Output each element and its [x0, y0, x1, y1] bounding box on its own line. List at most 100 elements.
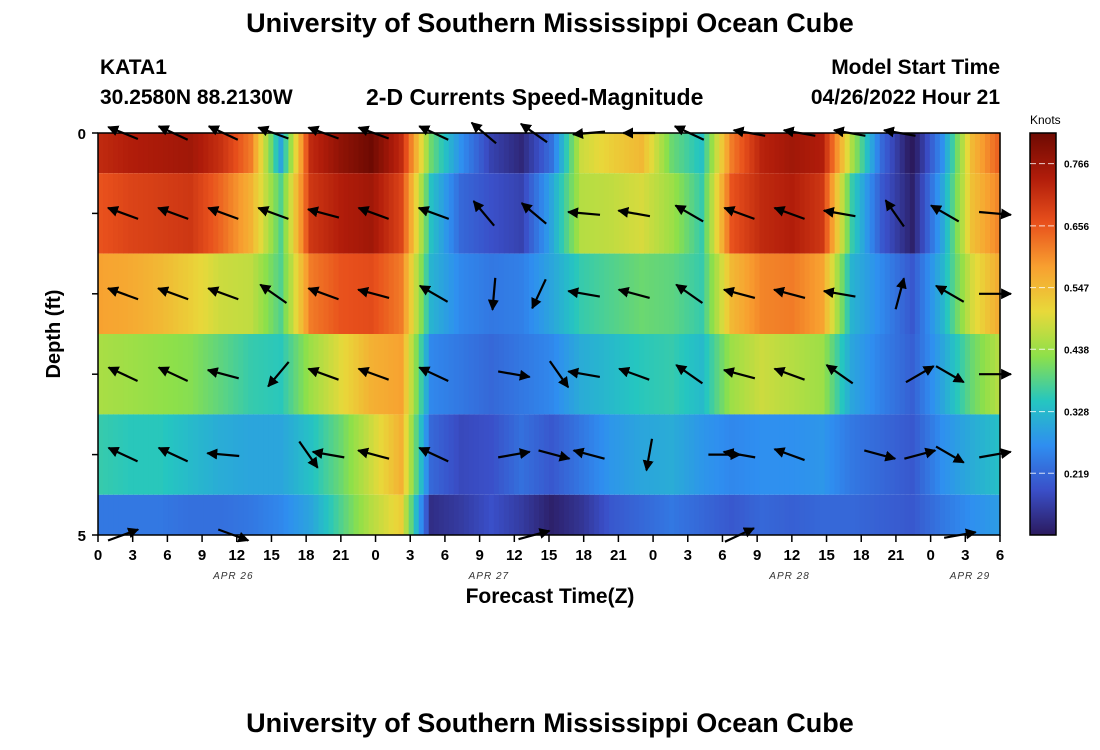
heatmap-cell: [258, 133, 264, 174]
heatmap-cell: [273, 334, 279, 415]
heatmap-cell: [724, 133, 730, 174]
colorbar-units: Knots: [1030, 113, 1061, 127]
heatmap-cell: [98, 414, 104, 495]
heatmap-cell: [904, 494, 911, 535]
heatmap-cell: [408, 133, 415, 174]
heatmap-cell: [183, 414, 189, 495]
heatmap-cell: [614, 414, 620, 495]
heatmap-cell: [659, 253, 665, 334]
heatmap-cell: [659, 133, 665, 174]
heatmap-cell: [809, 253, 816, 334]
heatmap-cell: [889, 253, 896, 334]
current-vector: [723, 206, 755, 220]
heatmap-cell: [153, 133, 159, 174]
heatmap-cell: [689, 133, 695, 174]
heatmap-cell: [403, 133, 410, 174]
heatmap-cell: [554, 334, 560, 415]
heatmap-cell: [844, 334, 851, 415]
heatmap-cell: [418, 494, 425, 535]
y-tick-label: 0: [78, 126, 86, 143]
heatmap-cell: [969, 133, 976, 174]
heatmap-cell: [839, 494, 846, 535]
heatmap-cell: [508, 494, 515, 535]
heatmap-cell: [488, 133, 495, 174]
heatmap-cell: [283, 494, 290, 535]
heatmap-cell: [599, 253, 605, 334]
heatmap-cell: [138, 133, 144, 174]
heatmap-cell: [559, 173, 565, 254]
current-vector: [773, 206, 805, 220]
heatmap-cell: [328, 494, 335, 535]
heatmap-cell: [699, 414, 705, 495]
heatmap-cell: [408, 334, 415, 415]
heatmap-cell: [518, 133, 525, 174]
heatmap-cell: [533, 253, 540, 334]
heatmap-cell: [508, 133, 515, 174]
colorbar-tick-label: 0.328: [1064, 408, 1089, 419]
heatmap-cell: [183, 334, 189, 415]
heatmap-cell: [744, 253, 751, 334]
heatmap-cell: [689, 414, 695, 495]
heatmap-cell: [944, 173, 951, 254]
heatmap-cell: [564, 253, 570, 334]
heatmap-cell: [278, 133, 285, 174]
heatmap-cell: [769, 334, 776, 415]
x-tick-label: 3: [684, 547, 692, 564]
current-vector: [935, 284, 965, 303]
heatmap-cell: [463, 253, 470, 334]
heatmap-cell: [779, 334, 786, 415]
heatmap-cell: [378, 414, 385, 495]
heatmap-cell: [584, 494, 590, 535]
heatmap-cell: [203, 334, 209, 415]
heatmap-cell: [554, 253, 560, 334]
heatmap-cell: [799, 173, 806, 254]
heatmap-cell: [979, 414, 986, 495]
heatmap-cell: [744, 334, 751, 415]
heatmap-cell: [113, 334, 119, 415]
heatmap-cell: [849, 494, 856, 535]
current-vector: [548, 360, 570, 389]
heatmap-cell: [468, 334, 475, 415]
heatmap-cell: [599, 173, 605, 254]
heatmap-cell: [769, 173, 776, 254]
current-vector: [863, 449, 897, 462]
heatmap-cell: [393, 334, 400, 415]
heatmap-cell: [413, 414, 420, 495]
heatmap-cell: [428, 133, 435, 174]
heatmap-cell: [579, 133, 585, 174]
heatmap-cell: [238, 334, 244, 415]
heatmap-cell: [373, 494, 380, 535]
heatmap-cell: [644, 133, 650, 174]
heatmap-cell: [819, 173, 826, 254]
heatmap-cell: [208, 334, 214, 415]
heatmap-cell: [739, 133, 746, 174]
heatmap-cell: [754, 334, 761, 415]
heatmap-cell: [774, 494, 781, 535]
heatmap-cell: [929, 414, 936, 495]
heatmap-cell: [559, 414, 565, 495]
heatmap-cell: [649, 494, 655, 535]
heatmap-cell: [338, 133, 345, 174]
heatmap-cell: [699, 133, 705, 174]
current-vector: [722, 367, 756, 380]
heatmap-cell: [463, 133, 470, 174]
heatmap-cell: [779, 494, 786, 535]
heatmap-cell: [984, 414, 991, 495]
heatmap-cell: [493, 494, 500, 535]
heatmap-cell: [974, 173, 981, 254]
heatmap-cell: [734, 133, 741, 174]
heatmap-cell: [594, 173, 600, 254]
heatmap-cell: [328, 334, 335, 415]
heatmap-cell: [203, 173, 209, 254]
heatmap-cell: [473, 414, 480, 495]
heatmap-cell: [403, 334, 410, 415]
heatmap-cell: [288, 253, 295, 334]
heatmap-cell: [794, 494, 801, 535]
heatmap-cell: [343, 414, 350, 495]
heatmap-cell: [98, 494, 104, 535]
heatmap-cell: [869, 173, 876, 254]
heatmap-cell: [193, 494, 199, 535]
heatmap-cell: [143, 494, 149, 535]
heatmap-cell: [859, 133, 866, 174]
